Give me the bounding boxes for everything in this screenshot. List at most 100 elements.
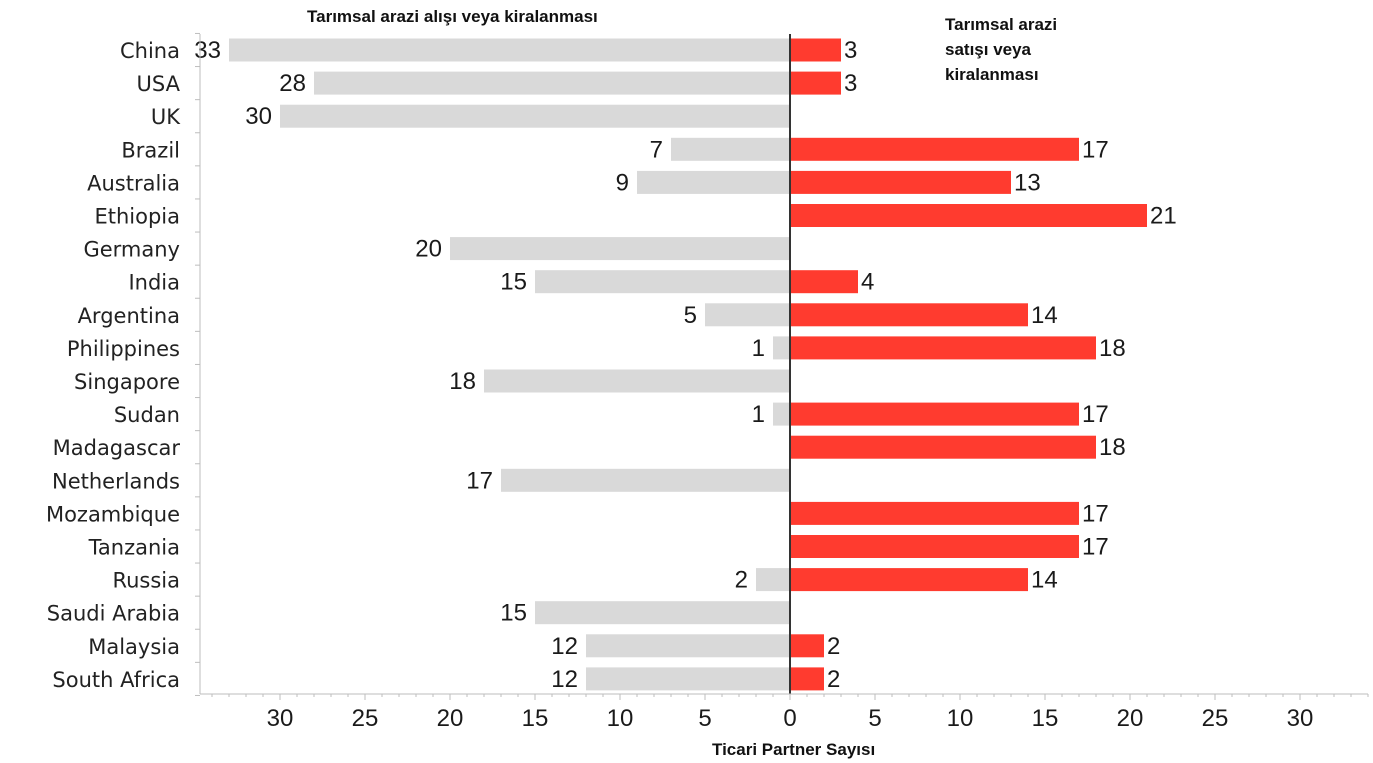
purchase-bar-brazil (671, 137, 790, 161)
country-label-tanzania: Tanzania (88, 536, 180, 560)
sale-value-philippines: 18 (1099, 335, 1126, 362)
x-tick-label-right-25: 25 (1202, 705, 1229, 732)
purchase-value-germany: 20 (415, 236, 442, 263)
country-label-madagascar: Madagascar (53, 436, 181, 460)
sale-value-brazil: 17 (1082, 136, 1109, 163)
purchase-bar-uk (280, 104, 790, 128)
sale-bar-russia (790, 568, 1028, 592)
country-labels: China USA UK Brazil Australia Ethiopia Germany… (46, 39, 181, 692)
left-title: Tarımsal arazi alışı veya kiralanması (307, 7, 598, 26)
purchase-bar-russia (756, 568, 790, 592)
purchase-value-russia: 2 (735, 567, 748, 594)
country-label-uk: UK (151, 105, 181, 129)
country-label-philippines: Philippines (67, 337, 180, 361)
sale-value-argentina: 14 (1031, 302, 1058, 329)
sale-bar-madagascar (790, 435, 1096, 459)
x-tick-label-right-20: 20 (1117, 705, 1144, 732)
purchase-bars (229, 38, 790, 691)
country-label-netherlands: Netherlands (52, 469, 180, 493)
sale-bar-mozambique (790, 501, 1079, 525)
sale-value-india: 4 (861, 269, 874, 296)
purchase-value-singapore: 18 (449, 368, 476, 395)
sale-bar-sudan (790, 402, 1079, 426)
x-tick-label-left-30: 30 (267, 705, 294, 732)
country-label-india: India (128, 271, 180, 295)
sale-bar-south-africa (790, 667, 824, 691)
purchase-bar-saudi-arabia (535, 601, 790, 625)
purchase-value-netherlands: 17 (466, 467, 493, 494)
country-label-sudan: Sudan (114, 403, 180, 427)
sale-value-south-africa: 2 (827, 666, 840, 693)
country-label-australia: Australia (87, 171, 180, 195)
purchase-bar-australia (637, 170, 790, 194)
country-label-malaysia: Malaysia (88, 635, 180, 659)
purchase-bar-india (535, 270, 790, 294)
purchase-bar-philippines (773, 336, 790, 360)
right-title-line-2: satışı veya (945, 40, 1032, 59)
right-title-line-3: kiralanması (945, 65, 1039, 84)
country-label-south-africa: South Africa (52, 668, 180, 692)
purchase-value-australia: 9 (616, 169, 629, 196)
purchase-bar-argentina (705, 303, 790, 327)
country-label-china: China (120, 39, 180, 63)
sale-bar-australia (790, 170, 1011, 194)
purchase-value-sudan: 1 (752, 401, 765, 428)
x-tick-label-left-20: 20 (437, 705, 464, 732)
purchase-value-saudi-arabia: 15 (500, 600, 527, 627)
purchase-value-india: 15 (500, 269, 527, 296)
country-label-mozambique: Mozambique (46, 502, 180, 526)
purchase-value-brazil: 7 (650, 136, 663, 163)
sale-value-china: 3 (844, 37, 857, 64)
purchase-bar-germany (450, 237, 790, 261)
purchase-value-philippines: 1 (752, 335, 765, 362)
x-tick-label-right-30: 30 (1287, 705, 1314, 732)
sale-bar-ethiopia (790, 204, 1147, 227)
x-tick-label-left-15: 15 (522, 705, 549, 732)
purchase-bar-sudan (773, 402, 790, 426)
country-label-usa: USA (137, 72, 181, 96)
purchase-bar-netherlands (501, 468, 790, 492)
x-tick-label-left-25: 25 (352, 705, 379, 732)
sale-bars (790, 38, 1147, 691)
purchase-bar-usa (314, 71, 790, 95)
purchase-value-usa: 28 (279, 70, 306, 97)
sale-bar-malaysia (790, 634, 824, 658)
sale-value-madagascar: 18 (1099, 434, 1126, 461)
sale-value-australia: 13 (1014, 169, 1041, 196)
purchase-value-malaysia: 12 (551, 633, 578, 660)
sale-value-mozambique: 17 (1082, 500, 1109, 527)
sale-bar-india (790, 270, 858, 294)
country-label-singapore: Singapore (74, 370, 180, 394)
sale-bar-usa (790, 71, 841, 95)
purchase-value-south-africa: 12 (551, 666, 578, 693)
sale-value-usa: 3 (844, 70, 857, 97)
x-tick-label-right-5: 5 (868, 705, 881, 732)
country-label-germany: Germany (83, 238, 180, 262)
country-label-argentina: Argentina (78, 304, 180, 328)
sale-bar-china (790, 38, 841, 62)
axes: 30 25 20 15 10 5 0 5 10 15 20 25 30 (195, 32, 1369, 732)
sale-value-malaysia: 2 (827, 633, 840, 660)
sale-bar-brazil (790, 137, 1079, 161)
x-tick-label-right-0: 0 (783, 705, 796, 732)
sale-bar-philippines (790, 336, 1096, 360)
sale-bar-tanzania (790, 535, 1079, 558)
country-label-saudi-arabia: Saudi Arabia (47, 602, 180, 626)
right-title-line-1: Tarımsal arazi (945, 15, 1057, 34)
x-axis-title: Ticari Partner Sayısı (712, 740, 875, 759)
x-tick-label-left-10: 10 (607, 705, 634, 732)
country-label-ethiopia: Ethiopia (94, 205, 180, 229)
purchase-bar-south-africa (586, 667, 790, 691)
purchase-bar-singapore (484, 369, 790, 393)
sale-value-sudan: 17 (1082, 401, 1109, 428)
purchase-bar-malaysia (586, 634, 790, 658)
purchase-value-uk: 30 (245, 103, 272, 130)
x-tick-label-right-10: 10 (947, 705, 974, 732)
x-tick-label-right-15: 15 (1032, 705, 1059, 732)
country-label-brazil: Brazil (121, 138, 180, 162)
purchase-bar-china (229, 38, 790, 62)
sale-value-ethiopia: 21 (1150, 203, 1177, 230)
sale-value-russia: 14 (1031, 567, 1058, 594)
